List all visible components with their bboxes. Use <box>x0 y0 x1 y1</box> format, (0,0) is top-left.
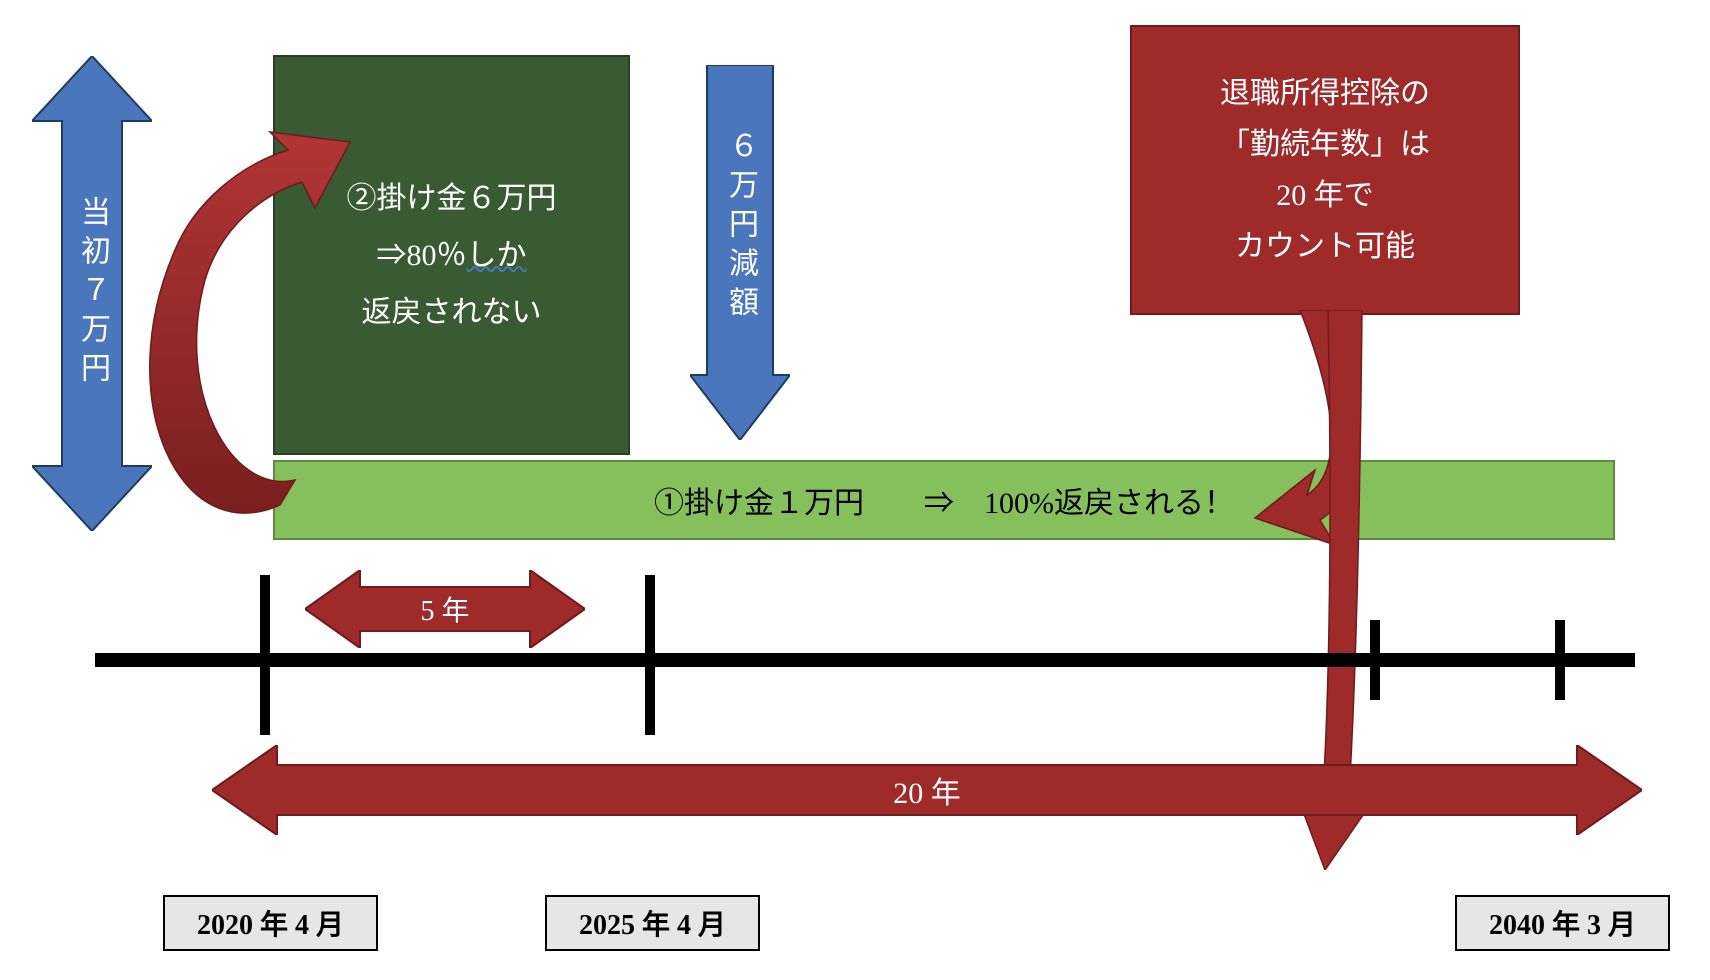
box1-text: ①掛け金１万円 ⇒ 100%返戻される！ <box>654 478 1234 522</box>
timeline-tick <box>260 575 270 735</box>
box2-line2-pre: ⇒80％ <box>377 239 467 272</box>
arrow-20yr: 20 年 <box>212 745 1642 835</box>
date-2-text: 2025 年 4 月 <box>579 903 726 943</box>
down-arrow-blue: ６万円減額 <box>690 65 790 440</box>
box2-line3: 返戻されない <box>362 284 542 341</box>
arrow-5yr-label: 5 年 <box>305 570 585 648</box>
red-callout-box: 退職所得控除の 「勤続年数」は 20 年で カウント可能 <box>1130 25 1520 315</box>
timeline-tick <box>1555 620 1565 700</box>
date-box-3: 2040 年 3 月 <box>1455 895 1670 951</box>
date-box-2: 2025 年 4 月 <box>545 895 760 951</box>
arrow-5yr: 5 年 <box>305 570 585 648</box>
timeline-tick <box>645 575 655 735</box>
timeline-tick <box>1370 620 1380 700</box>
red-callout-line2: 「勤続年数」は <box>1220 119 1430 170</box>
arrow-20yr-label: 20 年 <box>212 745 1642 835</box>
box2-line2-wavy: しか <box>467 239 527 272</box>
date-box-1: 2020 年 4 月 <box>163 895 378 951</box>
curved-arrow-1 <box>120 130 380 570</box>
date-1-text: 2020 年 4 月 <box>197 903 344 943</box>
red-callout-line4: カウント可能 <box>1235 221 1415 272</box>
down-arrow-label: ６万円減額 <box>690 80 790 375</box>
diagram-root: 当初７万円 ②掛け金６万円 ⇒80％しか 返戻されない ６万円減額 退職所得控除… <box>0 0 1710 980</box>
timeline-axis <box>95 653 1635 667</box>
red-callout-line1: 退職所得控除の <box>1220 68 1430 119</box>
date-3-text: 2040 年 3 月 <box>1489 903 1636 943</box>
box2-line2: ⇒80％しか <box>377 227 527 284</box>
red-callout-line3: 20 年で <box>1276 170 1374 221</box>
